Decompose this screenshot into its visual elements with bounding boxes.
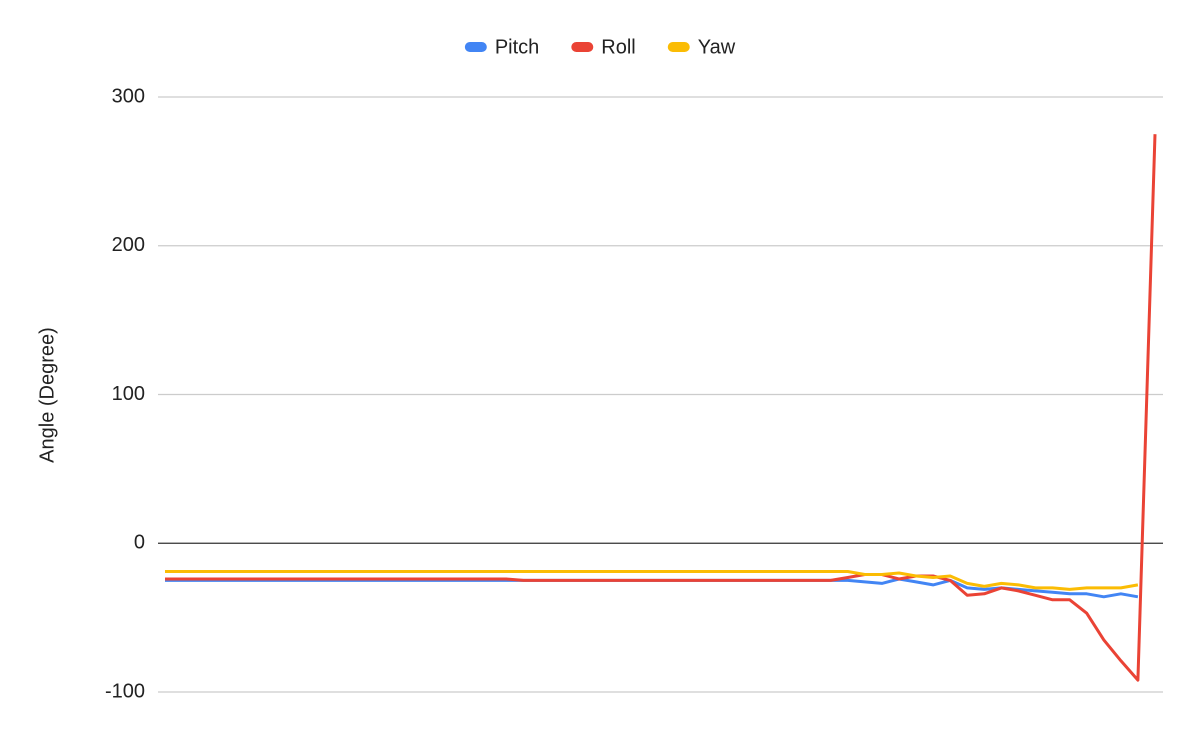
legend-swatch: [667, 42, 690, 52]
legend-label: Roll: [601, 36, 635, 58]
y-axis-label: Angle (Degree): [36, 327, 58, 463]
y-tick-label: 100: [112, 383, 145, 405]
y-tick-label: -100: [105, 680, 145, 702]
y-tick-label: 300: [112, 85, 145, 107]
y-tick-label: 0: [134, 532, 145, 554]
legend-swatch: [571, 42, 594, 52]
series-line: [165, 134, 1157, 682]
legend-label: Yaw: [698, 36, 736, 58]
series-line: [165, 570, 1139, 591]
legend-swatch: [464, 42, 487, 52]
y-tick-label: 200: [112, 234, 145, 256]
legend-label: Pitch: [495, 36, 539, 58]
